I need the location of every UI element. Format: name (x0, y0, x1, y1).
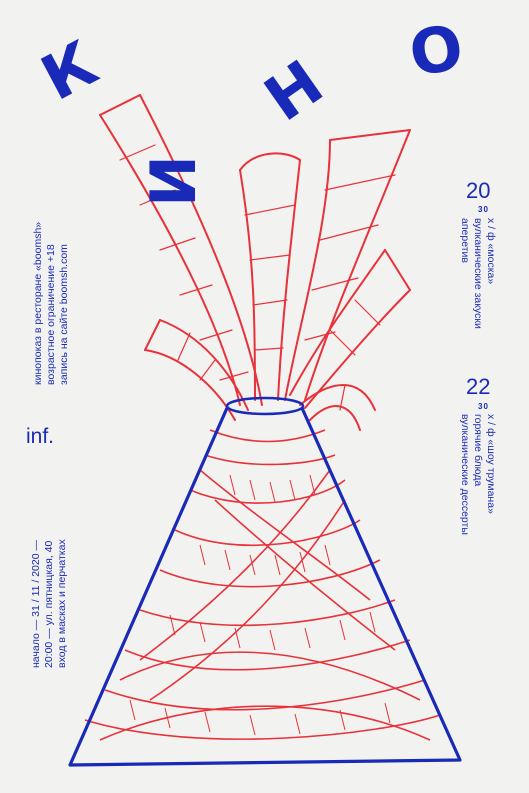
event-1-menu-item: аперетив (459, 218, 471, 263)
inf-info-line: 20:00 — ул. пятницкая, 40 (43, 540, 55, 668)
film-strips (99, 94, 411, 431)
inf-info-line: начало — 31 / 11 / 2020 — (30, 540, 42, 668)
event-1-day: 20 (466, 178, 491, 203)
crater-rim (225, 396, 305, 416)
event-2-day: 22 (466, 374, 491, 399)
event-2-time: 30 (478, 402, 489, 411)
inf-info-line: вход в масках и перчатках (56, 539, 68, 668)
left-info-block: кинопоказ в ресторане «boomsh» возрастно… (32, 222, 71, 385)
event-1-film: х / ф «моска» (485, 218, 497, 285)
event-2-menu-item: горячие блюда (472, 414, 484, 487)
left-info-line: кинопоказ в ресторане «boomsh» (32, 221, 44, 385)
event-2-details: х / ф «шоу трумана» горячие блюда вулкан… (458, 414, 497, 535)
inf-info-block: начало — 31 / 11 / 2020 — 20:00 — ул. пя… (30, 539, 69, 668)
event-1-menu-item: вулканические закуски (472, 218, 484, 329)
left-info-line: запись на сайте boomsh.com (58, 244, 70, 385)
event-2-film: х / ф «шоу трумана» (485, 414, 497, 514)
inf-label: inf. (26, 425, 55, 448)
event-2-menu-item: вулканические дессерты (459, 414, 471, 535)
event-1-details: х / ф «моска» вулканические закуски апер… (458, 218, 497, 329)
title-letter-i: И (136, 155, 210, 207)
volcano-outline (68, 407, 462, 767)
volcano-bands (84, 429, 441, 741)
event-1-time: 30 (478, 205, 489, 214)
left-info-line: возрастное ограничение +18 (45, 244, 57, 385)
title-letter-o: О (403, 9, 469, 92)
volcano-hatch (129, 474, 391, 736)
